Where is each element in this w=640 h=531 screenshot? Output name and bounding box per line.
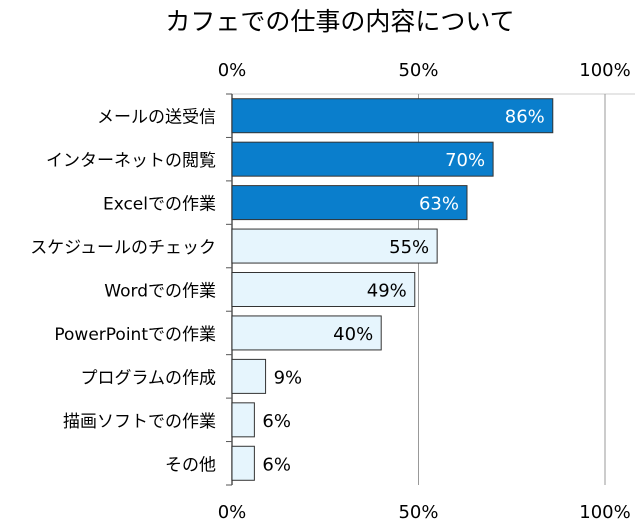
category-label: Excelでの作業 — [103, 195, 216, 215]
bar — [231, 315, 382, 351]
data-label: 63% — [419, 194, 459, 215]
bar — [231, 272, 416, 307]
data-label: 6% — [262, 411, 291, 432]
x-tick-label-top: 0% — [218, 60, 247, 81]
data-label: 49% — [367, 281, 407, 302]
x-tick-label-bottom: 100% — [579, 502, 630, 523]
data-label: 6% — [262, 454, 291, 475]
category-label: メールの送受信 — [97, 108, 216, 128]
category-label: PowerPointでの作業 — [54, 325, 216, 345]
x-tick-label-top: 100% — [579, 60, 630, 81]
category-label: インターネットの閲覧 — [46, 151, 216, 171]
category-label: Wordでの作業 — [104, 282, 216, 302]
category-label: その他 — [165, 455, 216, 475]
x-tick-label-bottom: 0% — [218, 502, 247, 523]
data-label: 70% — [445, 150, 485, 171]
bar — [231, 445, 255, 481]
bar — [231, 358, 267, 394]
bar — [231, 402, 255, 438]
data-label: 86% — [505, 107, 545, 128]
category-label: 描画ソフトでの作業 — [63, 412, 216, 432]
data-label: 55% — [389, 237, 429, 258]
bar — [231, 98, 554, 134]
category-label: プログラムの作成 — [81, 368, 217, 388]
data-label: 9% — [274, 367, 303, 388]
bar — [231, 185, 468, 221]
x-tick-label-bottom: 50% — [398, 502, 438, 523]
bar — [231, 141, 494, 177]
chart-title: カフェでの仕事の内容について — [165, 7, 514, 36]
bar — [231, 228, 438, 264]
data-label: 40% — [333, 324, 373, 345]
x-tick-label-top: 50% — [398, 60, 438, 81]
tick-labels: 0% 0% 50% 50% 100% 100% — [218, 60, 631, 523]
category-label: スケジュールのチェック — [30, 238, 216, 258]
bars: 86% 70% 63% 55% 49% 40% 9% 6% 6% — [231, 98, 554, 481]
